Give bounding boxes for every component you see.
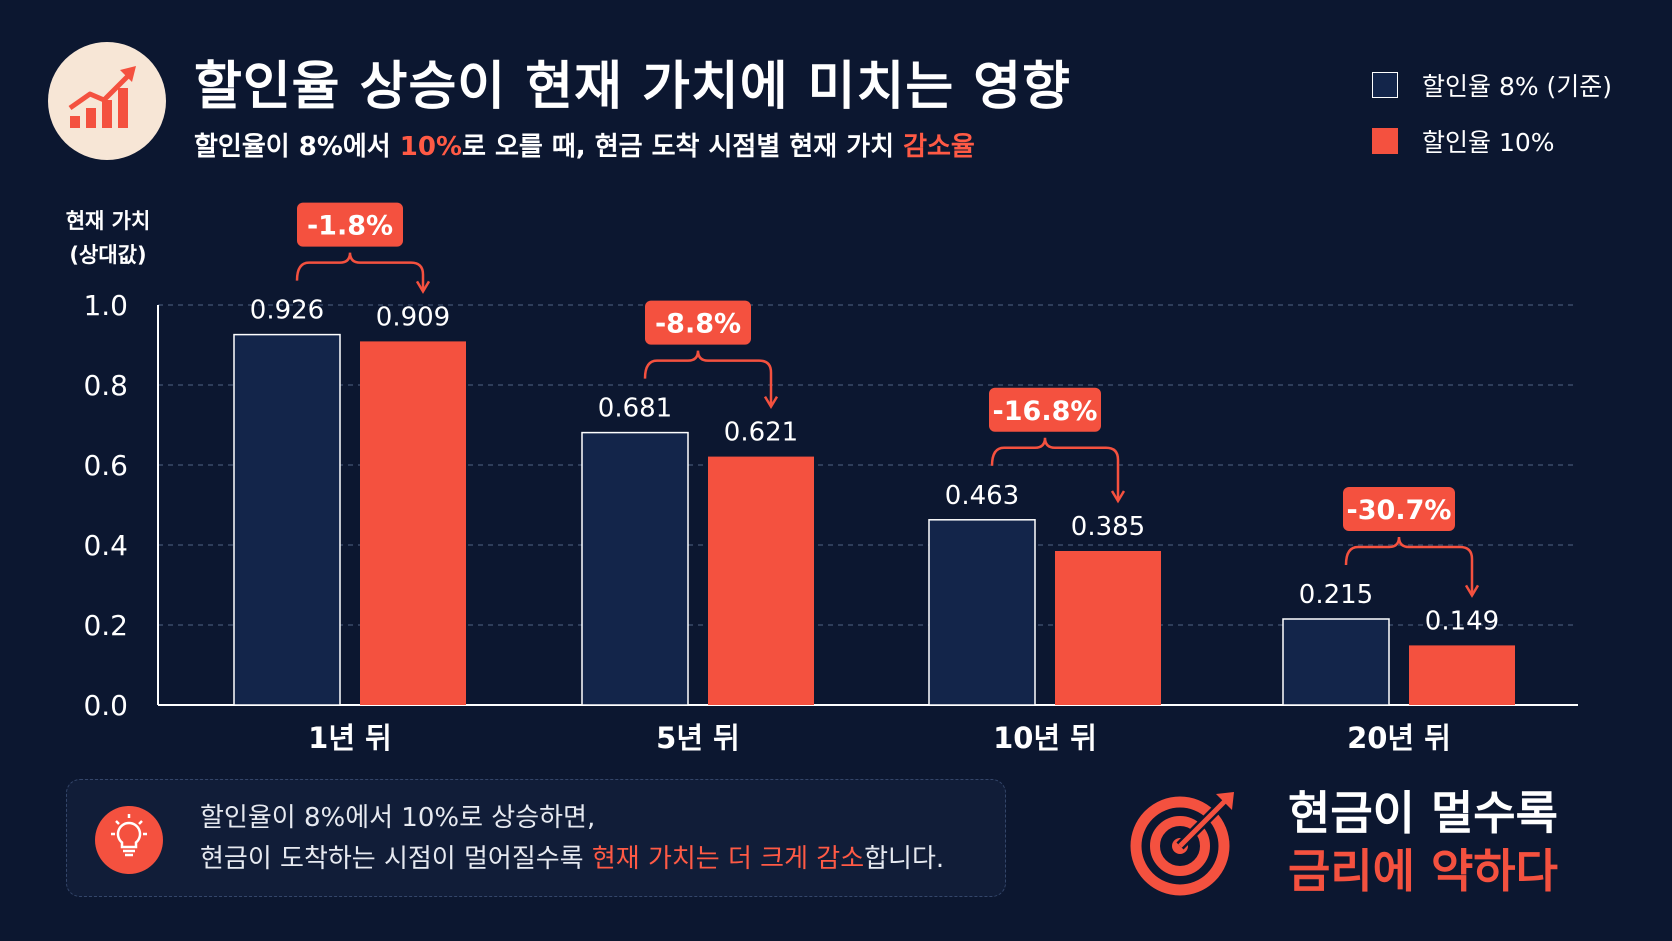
change-bracket [990,437,1120,499]
change-bracket [295,252,425,290]
chart-legend: 할인율 8% (기준) 할인율 10% [1372,70,1612,182]
data-label-8pct: 0.681 [598,394,672,424]
y-tick-label: 0.0 [83,689,128,722]
y-tick-label: 1.0 [83,289,128,322]
legend-label-10pct: 할인율 10% [1422,128,1555,157]
data-label-10pct: 0.909 [376,302,450,332]
legend-swatch-8pct [1372,72,1398,98]
y-tick-label: 0.6 [83,449,128,482]
slogan: 현금이 멀수록 금리에 약하다 [1288,784,1558,900]
change-arrowhead [1464,584,1480,598]
bar-8pct [928,519,1036,706]
bar-8pct [233,333,341,706]
data-label-10pct: 0.621 [724,418,798,448]
slogan-line-2: 금리에 약하다 [1288,844,1558,898]
change-bracket [643,350,773,405]
change-arrowhead [763,395,779,410]
bar-8pct [581,431,689,706]
bar-chart: 0.0 0.2 0.4 0.6 0.8 1.0 현재 가치 (상대값) 0.926 0.909 1년… [66,202,1578,755]
x-tick-label: 10년 뒤 [993,721,1097,755]
data-label-8pct: 0.215 [1299,580,1373,610]
data-label-8pct: 0.926 [250,296,324,326]
change-badge [297,202,403,247]
x-tick-label: 20년 뒤 [1347,721,1451,755]
change-arrowhead [1110,490,1126,504]
change-badge-label: -1.8% [307,211,393,242]
change-badge [989,387,1101,432]
growth-chart-icon [48,42,166,160]
change-badge [1343,487,1455,531]
change-badge-label: -30.7% [1347,495,1452,526]
legend-label-8pct: 할인율 8% (기준) [1422,72,1613,101]
y-axis-title-line-2: (상대값) [69,243,146,267]
bar-10pct [1055,551,1161,705]
slogan-line-1: 현금이 멀수록 [1288,786,1558,840]
callout-line-1: 할인율이 8%에서 10%로 상승하면, [200,803,596,833]
data-label-8pct: 0.463 [945,481,1019,511]
data-label-10pct: 0.149 [1425,606,1499,636]
x-tick-label: 1년 뒤 [308,721,392,755]
insight-callout: 할인율이 8%에서 10%로 상승하면, 현금이 도착하는 시점이 멀어질수록 … [66,779,1006,897]
change-bracket [1344,536,1474,594]
change-badge-label: -8.8% [655,309,741,340]
target-icon [1130,786,1242,902]
change-badge [645,300,751,345]
y-tick-label: 0.8 [83,369,128,402]
bar-10pct [1409,645,1515,705]
y-tick-label: 0.2 [83,609,128,642]
page-subtitle: 할인율이 8%에서 10%로 오를 때, 현금 도착 시점별 현재 가치 감소율 [194,132,975,162]
change-arrowhead [415,280,431,294]
lightbulb-icon [95,806,163,874]
bar-10pct [360,341,466,705]
x-tick-label: 5년 뒤 [656,721,740,755]
bar-10pct [708,456,814,705]
page-title: 할인율 상승이 현재 가치에 미치는 영향 [194,57,1071,117]
legend-item-10pct: 할인율 10% [1372,126,1612,157]
callout-line-2: 현금이 도착하는 시점이 멀어질수록 현재 가치는 더 크게 감소합니다. [200,844,945,874]
callout-text: 할인율이 8%에서 10%로 상승하면, 현금이 도착하는 시점이 멀어질수록 … [200,798,944,880]
y-tick-label: 0.4 [83,529,128,562]
data-label-10pct: 0.385 [1071,512,1145,542]
change-badge-label: -16.8% [993,396,1098,427]
legend-item-8pct: 할인율 8% (기준) [1372,70,1613,101]
bar-8pct [1282,618,1390,706]
y-axis-title-line-1: 현재 가치 [66,209,151,233]
legend-swatch-10pct [1372,128,1398,154]
